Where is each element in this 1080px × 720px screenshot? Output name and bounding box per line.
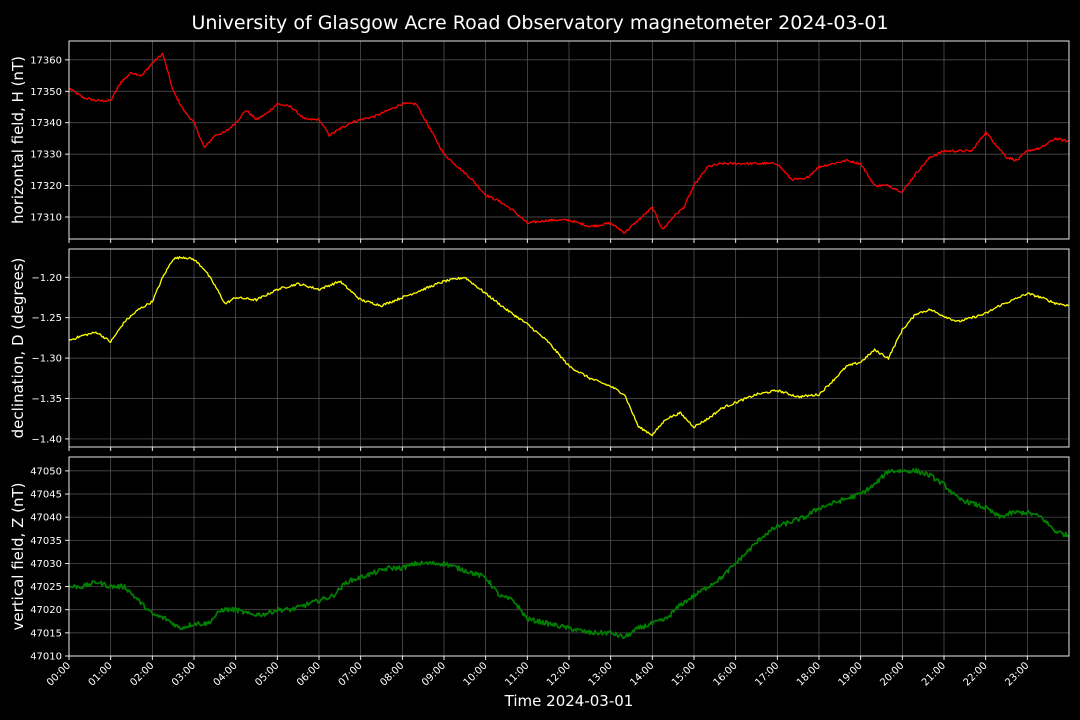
panel-declination: −1.40 −1.35 −1.30 −1.25 −1.20 declination, D … bbox=[9, 248, 1070, 451]
x-tick-label: 08:00 bbox=[378, 660, 406, 688]
series-line-horizontal-field bbox=[68, 52, 1070, 234]
x-tick-label: 23:00 bbox=[1003, 660, 1031, 688]
y-axis-label-vertical-field: vertical field, Z (nT) bbox=[9, 482, 27, 630]
x-tick-label: 13:00 bbox=[587, 660, 615, 688]
y-tick-label: −1.30 bbox=[31, 354, 62, 365]
x-tick-label: 03:00 bbox=[170, 660, 198, 688]
y-tick-label: 47020 bbox=[30, 605, 62, 616]
panel-vertical-field: 47010 47015 47020 47025 47030 47035 47040 47045… bbox=[9, 456, 1070, 689]
x-tick-label: 00:00 bbox=[45, 660, 73, 688]
x-tick-label: 06:00 bbox=[295, 660, 323, 688]
y-tick-label: 47035 bbox=[30, 536, 62, 547]
y-tick-label: 17320 bbox=[30, 181, 62, 192]
y-tick-label: 47045 bbox=[30, 490, 62, 501]
x-tick-label: 04:00 bbox=[212, 660, 240, 688]
y-tick-label: 47010 bbox=[30, 652, 62, 663]
x-tick-label: 17:00 bbox=[753, 660, 781, 688]
y-tick-label: 47030 bbox=[30, 559, 62, 570]
x-tick-label: 11:00 bbox=[503, 660, 531, 688]
chart-title: University of Glasgow Acre Road Observat… bbox=[191, 12, 888, 34]
y-tick-label: 17350 bbox=[30, 87, 62, 98]
series-line-declination bbox=[68, 256, 1070, 437]
x-tick-label: 14:00 bbox=[628, 660, 656, 688]
y-tick-label: −1.25 bbox=[31, 313, 62, 324]
y-tick-label: 47040 bbox=[30, 513, 62, 524]
x-tick-label: 16:00 bbox=[712, 660, 740, 688]
x-tick-label: 07:00 bbox=[337, 660, 365, 688]
y-tick-label: −1.20 bbox=[31, 273, 62, 284]
x-tick-label: 12:00 bbox=[545, 660, 573, 688]
y-tick-label: 17330 bbox=[30, 150, 62, 161]
x-tick-label: 19:00 bbox=[837, 660, 865, 688]
x-tick-label: 02:00 bbox=[128, 660, 156, 688]
x-tick-label: 01:00 bbox=[87, 660, 115, 688]
y-tick-label: 17360 bbox=[30, 55, 62, 66]
y-tick-label: 47015 bbox=[30, 628, 62, 639]
x-tick-label: 18:00 bbox=[795, 660, 823, 688]
x-axis-label: Time 2024-03-01 bbox=[504, 692, 634, 710]
x-tick-label: 21:00 bbox=[920, 660, 948, 688]
y-tick-label: −1.40 bbox=[31, 434, 62, 445]
x-tick-label: 20:00 bbox=[878, 660, 906, 688]
y-axis-label-declination: declination, D (degrees) bbox=[9, 258, 27, 439]
x-tick-label: 22:00 bbox=[962, 660, 990, 688]
series-line-vertical-field bbox=[68, 467, 1070, 640]
y-tick-label: 17340 bbox=[30, 118, 62, 129]
panel-horizontal-field: 17310 17320 17330 17340 17350 17360horizontal… bbox=[9, 40, 1070, 243]
y-tick-label: 47050 bbox=[30, 466, 62, 477]
y-tick-label: 47025 bbox=[30, 582, 62, 593]
x-tick-label: 10:00 bbox=[462, 660, 490, 688]
x-tick-label: 15:00 bbox=[670, 660, 698, 688]
x-tick-label: 09:00 bbox=[420, 660, 448, 688]
y-tick-label: −1.35 bbox=[31, 394, 62, 405]
x-tick-label: 05:00 bbox=[253, 660, 281, 688]
y-axis-label-horizontal-field: horizontal field, H (nT) bbox=[9, 56, 27, 224]
y-tick-label: 17310 bbox=[30, 213, 62, 224]
